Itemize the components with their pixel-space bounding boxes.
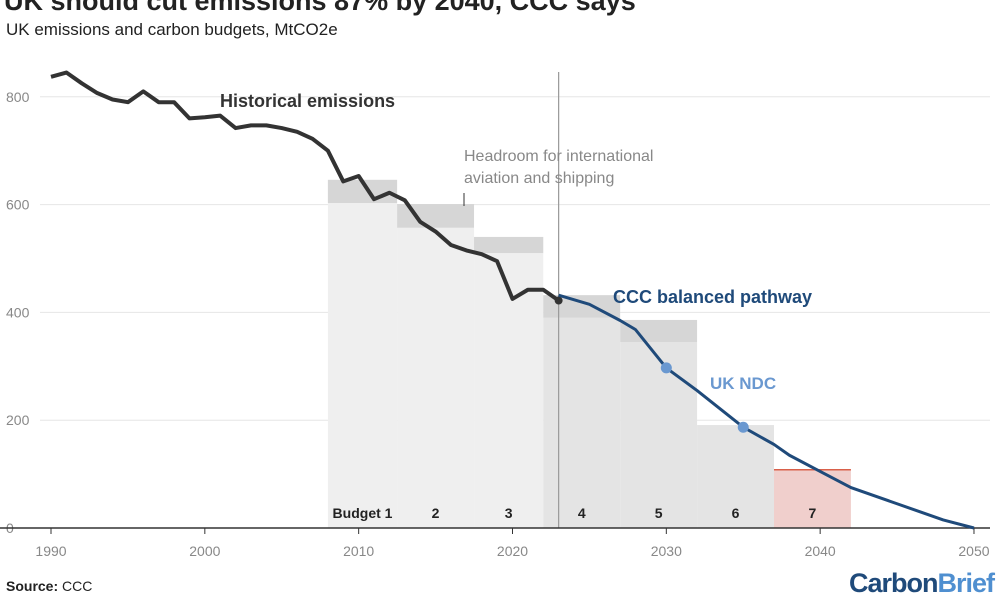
budget-bar bbox=[543, 317, 621, 528]
budget-label: 3 bbox=[505, 505, 513, 521]
source-value: CCC bbox=[62, 578, 93, 594]
y-tick-label: 400 bbox=[6, 304, 30, 320]
headroom-label: Headroom for international bbox=[464, 148, 653, 165]
x-tick-label: 2010 bbox=[343, 543, 374, 559]
chart-title: UK should cut emissions 87% by 2040, CCC… bbox=[4, 0, 636, 16]
budget-label: 2 bbox=[432, 505, 440, 521]
x-tick-label: 2030 bbox=[651, 543, 682, 559]
ccc-pathway-line bbox=[558, 293, 975, 530]
x-tick-label: 2040 bbox=[805, 543, 836, 559]
headroom-bar bbox=[397, 204, 475, 228]
historical-emissions-line bbox=[50, 70, 560, 303]
historical-end-point bbox=[554, 296, 563, 305]
source-note: Source: CCC bbox=[6, 578, 92, 594]
logo-part2: Brief bbox=[937, 568, 995, 598]
budget-bar bbox=[327, 202, 398, 528]
source-label: Source: bbox=[6, 578, 59, 594]
budget-bar bbox=[397, 227, 475, 529]
budget-label: 5 bbox=[655, 505, 663, 521]
budget-label: 4 bbox=[578, 505, 586, 521]
ndc-point bbox=[660, 362, 672, 374]
budget-label: Budget 1 bbox=[333, 505, 393, 521]
logo-part1: Carbon bbox=[848, 568, 938, 598]
budget-bar bbox=[620, 342, 698, 528]
headroom-label: aviation and shipping bbox=[464, 170, 614, 187]
budget-bar bbox=[697, 425, 775, 528]
x-tick-label: 2000 bbox=[189, 543, 220, 559]
budget-label: 7 bbox=[809, 505, 817, 521]
budget-label: 6 bbox=[732, 505, 740, 521]
budget-bar bbox=[474, 253, 544, 529]
y-tick-label: 800 bbox=[6, 89, 30, 105]
y-tick-label: 600 bbox=[6, 197, 30, 213]
historical-label: Historical emissions bbox=[220, 91, 395, 111]
x-tick-label: 2020 bbox=[497, 543, 528, 559]
carbonbrief-logo: CarbonBrief bbox=[848, 568, 995, 599]
ndc-point bbox=[737, 421, 749, 433]
x-tick-label: 1990 bbox=[35, 543, 66, 559]
x-tick-label: 2050 bbox=[958, 543, 989, 559]
headroom-bar bbox=[620, 319, 698, 343]
ndc-label: UK NDC bbox=[710, 374, 776, 393]
chart-subtitle: UK emissions and carbon budgets, MtCO2e bbox=[6, 20, 338, 39]
headroom-bar bbox=[474, 236, 544, 254]
pathway-label: CCC balanced pathway bbox=[613, 287, 812, 307]
y-tick-label: 200 bbox=[6, 412, 30, 428]
